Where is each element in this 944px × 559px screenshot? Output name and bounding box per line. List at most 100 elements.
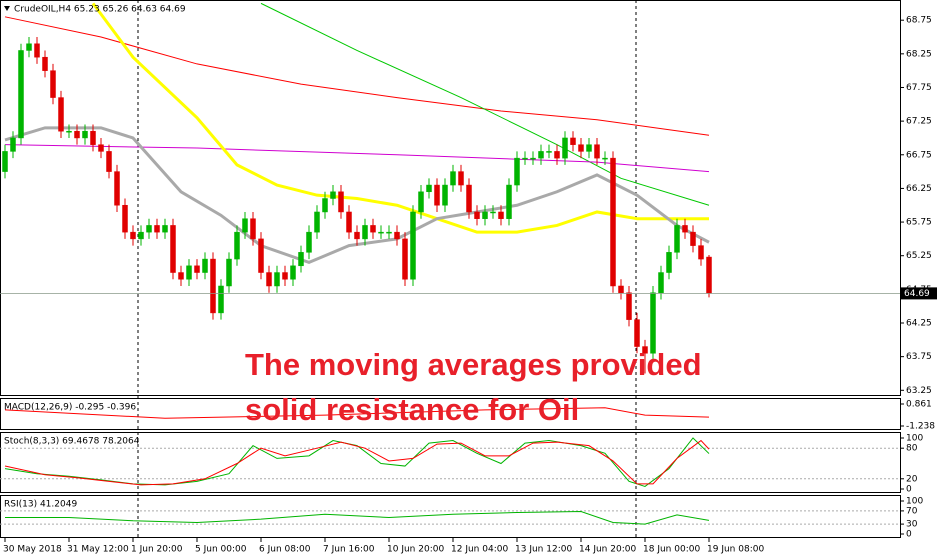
candle-body <box>642 346 648 354</box>
candle-body <box>234 231 240 260</box>
candle-body <box>618 285 624 293</box>
y-tick-label: -1.238 <box>906 422 935 432</box>
candle-body <box>578 144 584 152</box>
candle-body <box>2 151 8 172</box>
candle-body <box>34 43 40 58</box>
y-tick-label: 63.25 <box>906 386 932 396</box>
collapse-icon[interactable] <box>4 6 10 11</box>
candle-body <box>458 171 464 186</box>
candle-body <box>338 191 344 213</box>
y-tick-label: 0 <box>906 485 912 495</box>
candle-body <box>586 144 592 152</box>
candle-body <box>82 130 88 139</box>
y-tick-label: 100 <box>906 434 923 444</box>
x-tick-label: 18 Jun 00:00 <box>643 545 700 555</box>
candle-body <box>74 130 80 139</box>
y-tick-label: 20 <box>906 474 918 484</box>
panel-label: RSI(13) 41.2049 <box>4 500 77 510</box>
indicator-line <box>5 511 710 525</box>
y-tick-label: 30 <box>906 520 918 530</box>
x-tick-label: 31 May 12:00 <box>67 545 129 555</box>
indicator-line <box>4 126 710 265</box>
candle-body <box>154 225 160 233</box>
x-tick-label: 10 Jun 20:00 <box>387 545 444 555</box>
candle-body <box>210 258 216 314</box>
last-price-box <box>901 287 937 300</box>
candle-body <box>42 56 48 71</box>
candle-body <box>202 258 208 273</box>
candle-body <box>706 256 712 294</box>
indicator-line <box>91 2 709 234</box>
indicator-line <box>4 407 710 419</box>
candle-body <box>522 157 528 160</box>
candle-body <box>594 144 600 159</box>
candle-body <box>674 225 680 253</box>
candle-body <box>658 272 664 293</box>
candle-body <box>346 211 352 233</box>
x-tick-label: 7 Jun 16:00 <box>323 545 375 555</box>
candle-body <box>570 137 576 145</box>
candle-body <box>514 157 520 186</box>
candle-body <box>610 157 616 287</box>
candle-body <box>266 272 272 287</box>
candle-body <box>546 151 552 153</box>
candle-body <box>250 218 256 240</box>
y-tick-label: 70 <box>906 506 918 516</box>
candle-body <box>490 211 496 214</box>
candle-body <box>418 191 424 213</box>
candle-body <box>242 218 248 233</box>
indicator-line <box>4 144 710 173</box>
y-tick-label: 100 <box>906 497 923 507</box>
candle-body <box>402 238 408 280</box>
candle-body <box>410 211 416 280</box>
candle-body <box>282 272 288 280</box>
candle-body <box>434 184 440 206</box>
candle-body <box>122 204 128 233</box>
candle-body <box>162 225 168 233</box>
candle-body <box>466 184 472 213</box>
candle-body <box>474 211 480 219</box>
x-tick-label: 19 Jun 08:00 <box>707 545 764 555</box>
candle-body <box>194 265 200 273</box>
candle-body <box>146 225 152 233</box>
candle-body <box>650 292 656 354</box>
candle-body <box>170 225 176 273</box>
y-tick-label: 63.75 <box>906 352 932 362</box>
panel-frames <box>0 0 901 538</box>
panel-label: Stoch(8,3,3) 69.4678 78.2064 <box>4 437 140 447</box>
candle-body <box>562 137 568 159</box>
x-tick-label: 5 Jun 00:00 <box>195 545 247 555</box>
candle-body <box>226 258 232 287</box>
y-tick-label: 80 <box>906 444 918 454</box>
candle-body <box>18 50 24 139</box>
y-tick-label: 68.75 <box>906 16 932 26</box>
annotation: The moving averages provided <box>245 347 702 382</box>
candle-body <box>690 231 696 246</box>
candle-body <box>554 151 560 159</box>
candle-body <box>10 137 16 152</box>
candle-body <box>130 231 136 240</box>
candle-body <box>50 70 56 98</box>
candle-body <box>274 272 280 287</box>
candle-body <box>506 184 512 219</box>
x-tick-label: 14 Jun 20:00 <box>579 545 636 555</box>
y-tick-label: 0 <box>906 530 912 540</box>
y-tick-label: 67.25 <box>906 117 932 127</box>
candle-body <box>362 225 368 240</box>
candle-body <box>114 171 120 206</box>
candle-body <box>682 225 688 233</box>
x-tick-label: 6 Jun 08:00 <box>259 545 311 555</box>
indicator-line <box>4 439 710 486</box>
indicator-line <box>260 2 710 206</box>
candle-body <box>378 231 384 234</box>
x-tick-label: 1 Jun 20:00 <box>131 545 183 555</box>
candle-body <box>450 171 456 186</box>
candle-body <box>258 238 264 273</box>
candle-body <box>106 151 112 172</box>
y-tick-label: 65.25 <box>906 251 932 261</box>
candle-body <box>218 285 224 314</box>
y-tick-label: 0.861 <box>906 400 932 410</box>
y-tick-label: 65.75 <box>906 218 932 228</box>
candle-body <box>298 252 304 267</box>
candle-body <box>634 319 640 347</box>
